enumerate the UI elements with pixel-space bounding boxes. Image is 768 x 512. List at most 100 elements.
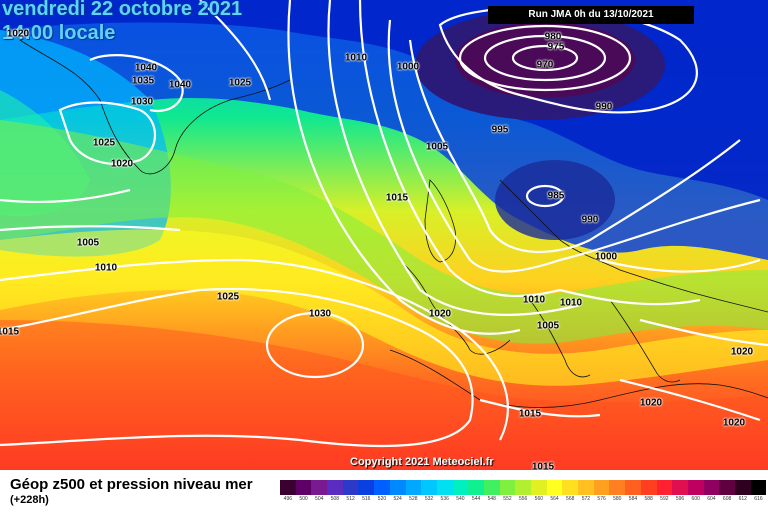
scale-label: 536 [440, 496, 449, 502]
british-isles-coast [424, 179, 457, 263]
scale-label: 508 [330, 496, 340, 502]
isobar-1040-greenland [89, 54, 184, 113]
scale-swatch: 588 [640, 480, 657, 502]
scale-swatch: 584 [625, 480, 641, 502]
scale-swatch: 592 [656, 480, 673, 502]
legend-footer: Géop z500 et pression niveau mer (+228h)… [0, 470, 768, 512]
footer-subtitle: (+228h) [10, 494, 49, 506]
scale-label: 596 [675, 496, 685, 502]
scale-label: 612 [738, 496, 747, 502]
color-scale: 496 500 504 508 512 516 520 524 528 532 536 540 544 5… [280, 480, 767, 502]
scale-label: 512 [346, 496, 355, 502]
isobar-label: 1000 [396, 61, 420, 73]
scale-label: 520 [377, 496, 387, 502]
isobar-label: 990 [595, 101, 613, 113]
scale-label: 576 [597, 496, 606, 502]
scale-swatch: 568 [562, 480, 579, 502]
isobar-1005-east [559, 288, 701, 306]
isobar-1010 [327, 0, 581, 316]
isobar-label: 1025 [228, 77, 252, 89]
copyright-text: Copyright 2021 Meteociel.fr [350, 456, 494, 468]
scale-label: 504 [315, 496, 324, 502]
isobar-1010-west [0, 225, 181, 232]
scale-swatch: 516 [358, 480, 375, 502]
scale-label: 524 [393, 496, 402, 502]
scale-swatch: 576 [593, 480, 610, 502]
scale-swatch: 536 [436, 480, 453, 502]
isobar-label: 1015 [518, 408, 542, 420]
isobar-label: 1040 [168, 79, 192, 91]
isobar-label: 1010 [559, 297, 583, 309]
isobar-1005-west [0, 188, 131, 204]
yellow-band [0, 229, 768, 386]
mid-green-band [0, 120, 768, 344]
isobar-label: 1010 [94, 262, 118, 274]
scale-swatch: 500 [295, 480, 312, 502]
isobar-label: 1005 [425, 141, 449, 153]
scale-swatch: 564 [546, 480, 563, 502]
isobar-label: 1005 [76, 237, 100, 249]
footer-title: Géop z500 et pression niveau mer [10, 476, 253, 493]
isobar-label: 995 [491, 124, 509, 136]
isobar-label: 1030 [130, 96, 154, 108]
scale-label: 528 [409, 496, 418, 502]
italy-coast [529, 299, 591, 378]
isobar-label: 1025 [216, 291, 240, 303]
southern-warm-band [0, 320, 768, 470]
isobar-970 [511, 44, 579, 72]
isobar-1020-south [619, 378, 761, 422]
isobar-1015 [287, 0, 521, 335]
scale-label: 588 [644, 496, 653, 502]
isobar-label: 990 [581, 214, 599, 226]
isobar-label: 1020 [722, 417, 746, 429]
isobar-1025-north [199, 0, 272, 101]
isobar-label: 1020 [730, 346, 754, 358]
isobar-label: 1015 [531, 461, 555, 471]
isobar-label: 975 [547, 41, 565, 53]
scale-label: 532 [424, 496, 434, 502]
isobar-label: 1035 [131, 75, 155, 87]
scale-swatch: 508 [327, 480, 343, 502]
scale-label: 604 [707, 496, 716, 502]
balkans-coast [609, 299, 681, 383]
scale-label: 560 [534, 496, 544, 502]
geopotential-map [0, 0, 768, 470]
isobar-label: 985 [547, 190, 565, 202]
isobar-980 [458, 24, 632, 92]
isobar-1000-east [599, 258, 761, 273]
scale-swatch: 560 [531, 480, 547, 502]
scale-swatch: 512 [342, 480, 359, 502]
scale-label: 584 [628, 496, 638, 502]
secondary-low [495, 160, 615, 240]
scale-label: 592 [660, 496, 669, 502]
isobar-label: 1010 [344, 52, 368, 64]
isobar-label: 980 [544, 31, 562, 43]
isobar-label: 970 [536, 59, 554, 71]
isobar-label: 1020 [428, 308, 452, 320]
scale-label: 544 [471, 496, 481, 502]
isobar-1025 [0, 287, 474, 448]
isobar-label: 1000 [594, 251, 618, 263]
scale-label: 564 [550, 496, 559, 502]
isobar-label: 1040 [134, 62, 158, 74]
isobar-label: 1005 [536, 320, 560, 332]
isobars [0, 0, 768, 446]
map-title-date: vendredi 22 octobre 2021 [2, 0, 243, 20]
scale-label: 540 [456, 496, 465, 502]
isobar-1020-east [639, 318, 768, 347]
scale-label: 580 [613, 496, 622, 502]
scale-swatch: 548 [483, 480, 500, 502]
isobar-label: 1015 [0, 326, 20, 338]
isobar-label: 1020 [6, 28, 30, 40]
greenland-coast [19, 39, 291, 175]
scale-swatch: 612 [734, 480, 751, 502]
scale-swatch: 540 [452, 480, 469, 502]
map-title-time: 14:00 locale [2, 22, 116, 44]
scale-swatch: 524 [389, 480, 406, 502]
scale-swatch: 520 [374, 480, 390, 502]
isobar-label: 1015 [385, 192, 409, 204]
scale-label: 556 [518, 496, 528, 502]
low-pressure-core [455, 22, 635, 98]
isobar-1015-africa [479, 398, 601, 418]
scale-swatch: 600 [687, 480, 704, 502]
